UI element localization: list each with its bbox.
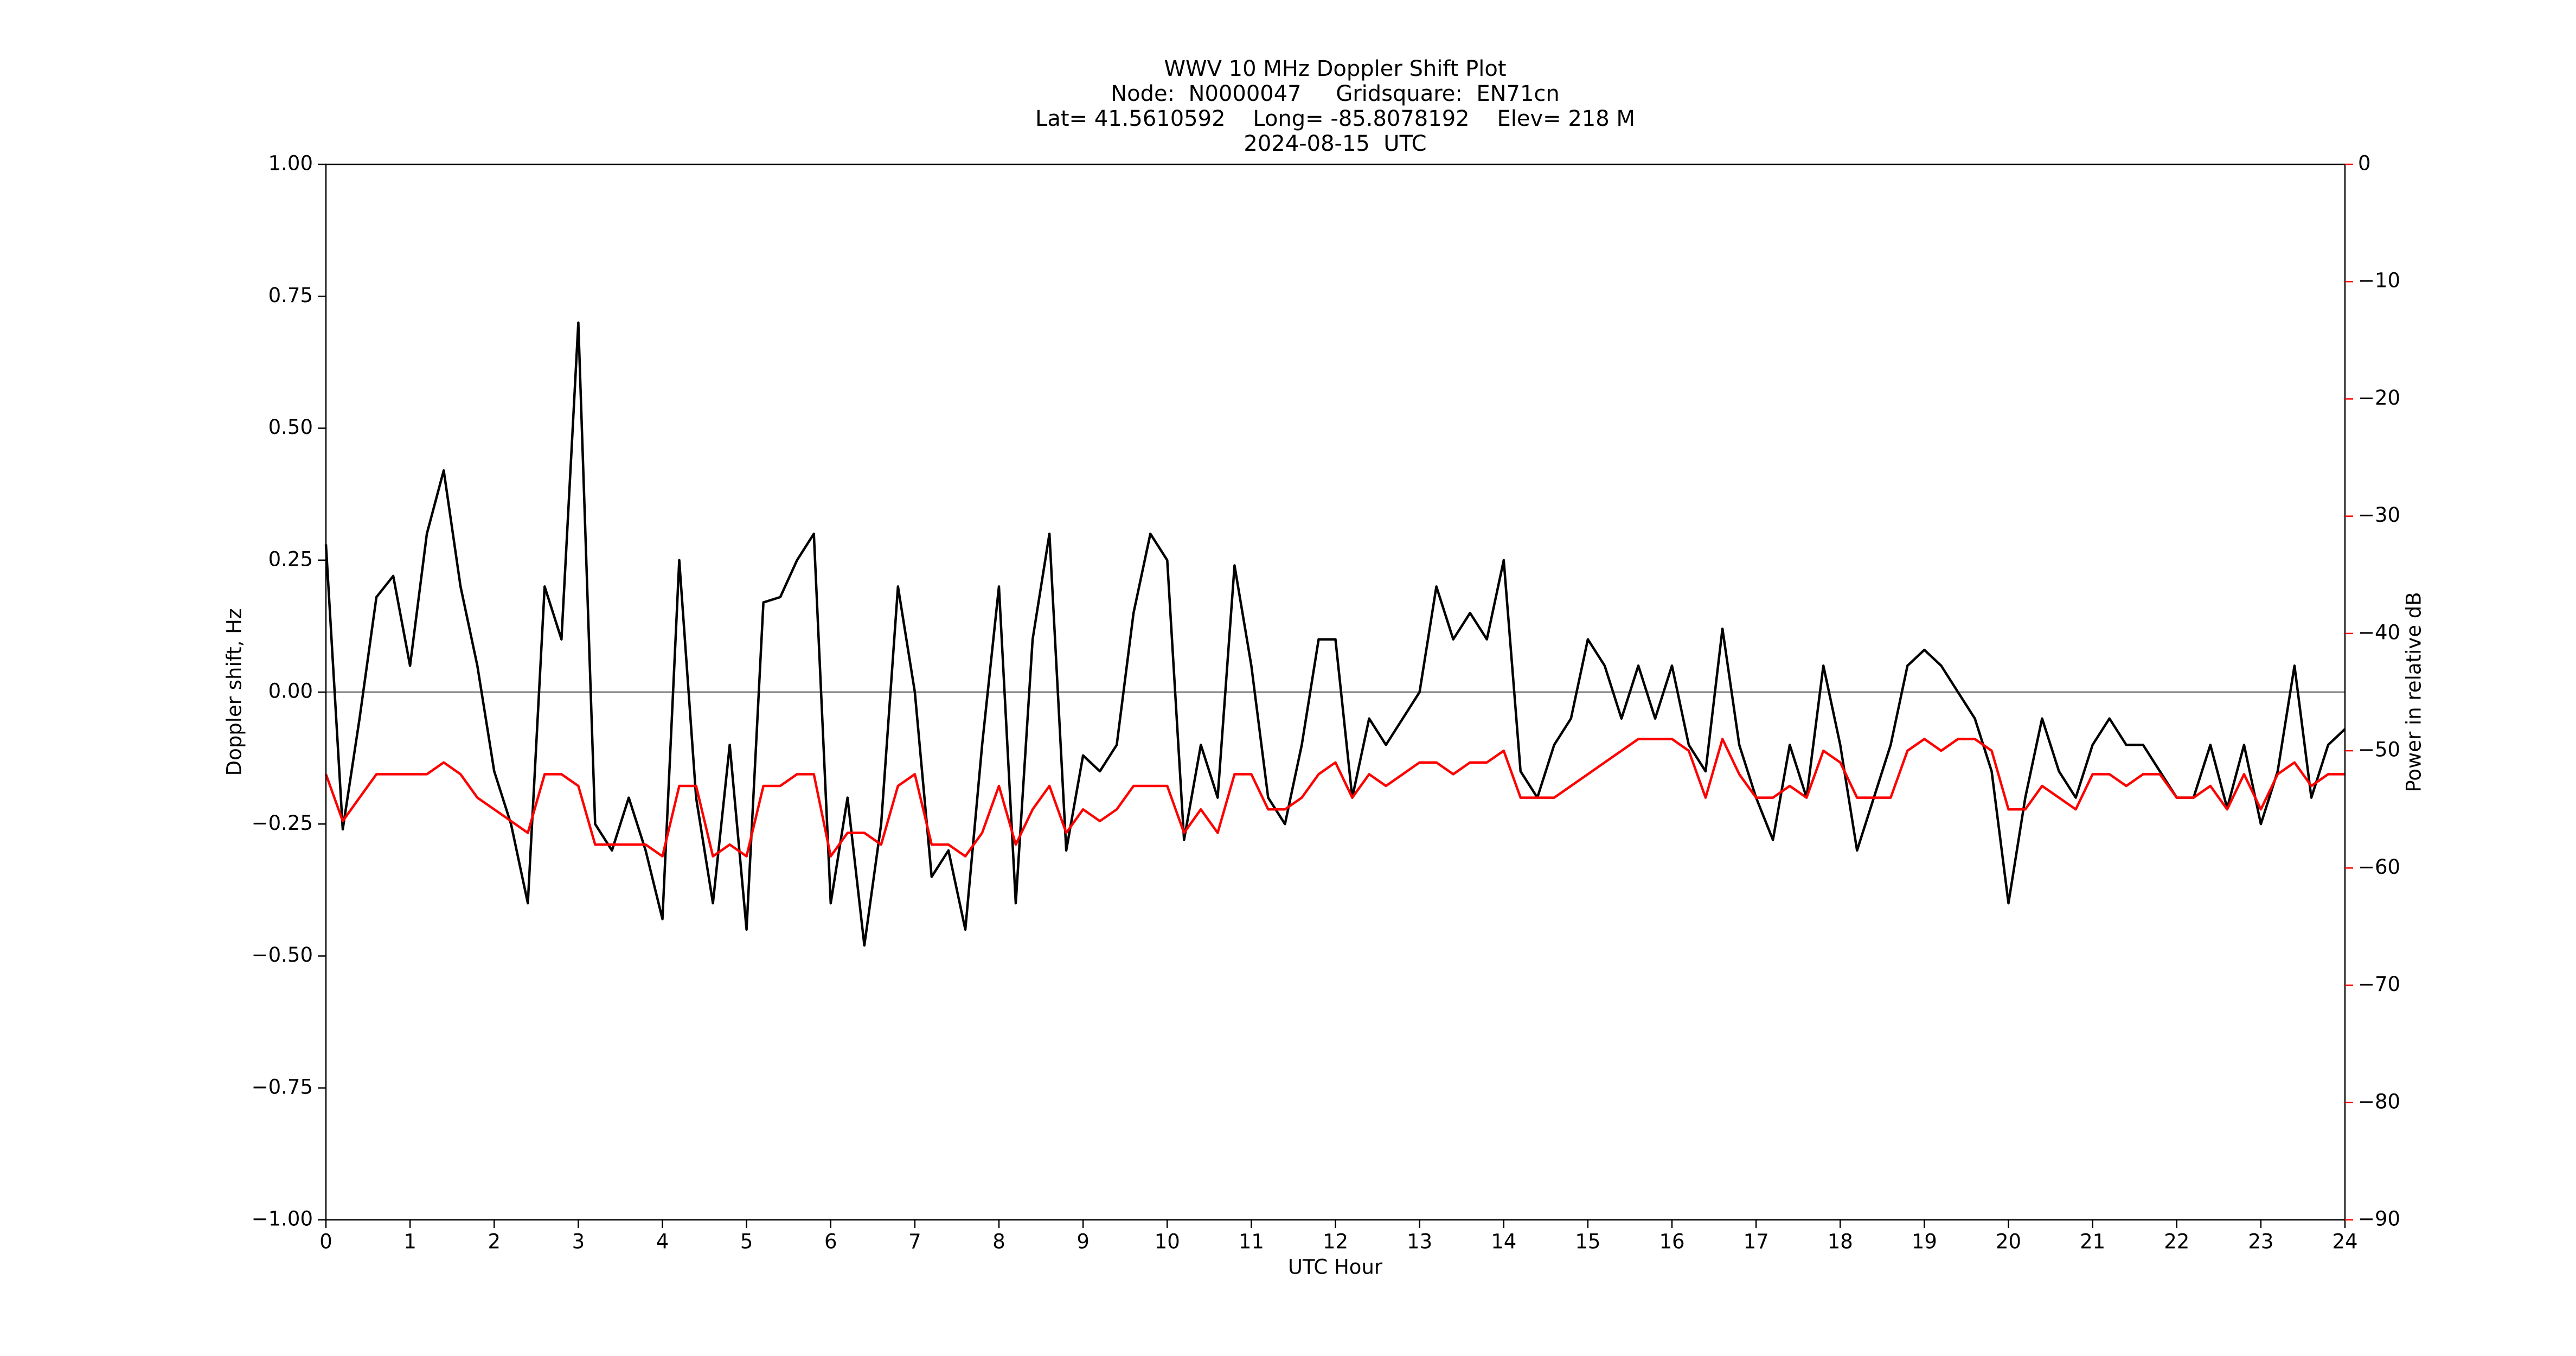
x-tick-label: 6 bbox=[824, 1230, 837, 1253]
y-tick-label: −1.00 bbox=[252, 1207, 313, 1231]
x-tick-label: 13 bbox=[1407, 1230, 1432, 1253]
x-tick-label: 12 bbox=[1323, 1230, 1348, 1253]
chart-title: 2024-08-15 UTC bbox=[1244, 131, 1426, 156]
y2-tick-label: −40 bbox=[2358, 621, 2400, 644]
y2-tick-label: −30 bbox=[2358, 503, 2400, 527]
y-axis-label: Doppler shift, Hz bbox=[223, 609, 246, 776]
y-tick-label: 0.75 bbox=[268, 284, 313, 307]
y2-tick-label: 0 bbox=[2358, 152, 2371, 175]
y-tick-label: 0.00 bbox=[268, 680, 313, 703]
x-tick-label: 18 bbox=[1828, 1230, 1853, 1253]
x-tick-label: 17 bbox=[1744, 1230, 1769, 1253]
x-tick-label: 7 bbox=[908, 1230, 921, 1253]
x-tick-label: 11 bbox=[1239, 1230, 1264, 1253]
x-tick-label: 9 bbox=[1076, 1230, 1090, 1253]
y-tick-label: −0.75 bbox=[252, 1075, 313, 1098]
x-tick-label: 2 bbox=[488, 1230, 501, 1253]
data-line bbox=[324, 738, 2345, 858]
x-tick-label: 21 bbox=[2080, 1230, 2105, 1253]
y2-tick-label: −80 bbox=[2358, 1090, 2400, 1113]
y2-tick-label: −20 bbox=[2358, 386, 2400, 410]
y-tick-label: −0.25 bbox=[252, 811, 313, 835]
chart-title: Node: N0000047 Gridsquare: EN71cn bbox=[1111, 81, 1560, 106]
y2-tick-label: −90 bbox=[2358, 1207, 2400, 1231]
x-axis-label: UTC Hour bbox=[1288, 1256, 1383, 1279]
x-tick-label: 19 bbox=[1912, 1230, 1937, 1253]
y2-tick-label: −50 bbox=[2358, 738, 2400, 762]
x-tick-label: 5 bbox=[740, 1230, 753, 1253]
x-tick-label: 3 bbox=[572, 1230, 585, 1253]
x-tick-label: 10 bbox=[1155, 1230, 1180, 1253]
x-tick-label: 0 bbox=[319, 1230, 332, 1253]
data-line bbox=[324, 321, 2346, 947]
x-tick-label: 14 bbox=[1491, 1230, 1516, 1253]
chart-title: Lat= 41.5610592 Long= -85.8078192 Elev= … bbox=[1035, 106, 1635, 131]
y2-tick-label: −60 bbox=[2358, 855, 2400, 879]
y-tick-label: 1.00 bbox=[268, 152, 313, 175]
chart-title: WWV 10 MHz Doppler Shift Plot bbox=[1164, 56, 1506, 81]
y-tick-label: 0.25 bbox=[268, 547, 313, 571]
x-tick-label: 1 bbox=[403, 1230, 416, 1253]
x-tick-label: 8 bbox=[992, 1230, 1005, 1253]
x-tick-label: 23 bbox=[2248, 1230, 2273, 1253]
x-tick-label: 22 bbox=[2164, 1230, 2189, 1253]
x-tick-label: 24 bbox=[2332, 1230, 2357, 1253]
x-tick-label: 15 bbox=[1575, 1230, 1600, 1253]
y2-tick-label: −70 bbox=[2358, 973, 2400, 996]
x-tick-label: 16 bbox=[1659, 1230, 1684, 1253]
y2-axis-label: Power in relative dB bbox=[2402, 592, 2426, 792]
y-tick-label: 0.50 bbox=[268, 415, 313, 439]
x-tick-label: 4 bbox=[656, 1230, 669, 1253]
y-tick-label: −0.50 bbox=[252, 943, 313, 967]
x-tick-label: 20 bbox=[1996, 1230, 2021, 1253]
y2-tick-label: −10 bbox=[2358, 269, 2400, 292]
